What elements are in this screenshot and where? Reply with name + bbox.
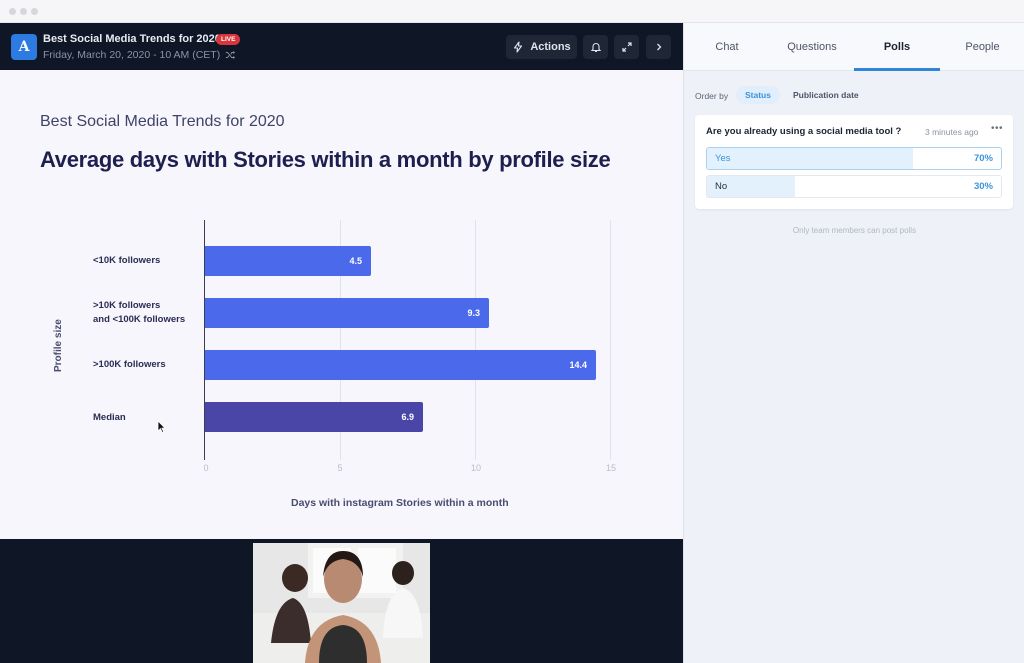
actions-button[interactable]: Actions [506,35,577,59]
poll-option-bar [707,176,796,197]
chevron-right-icon [656,43,661,51]
more-options-icon[interactable]: ••• [991,123,1004,134]
bar-under-10k: 4.5 [205,246,371,276]
collapse-panel-button[interactable] [646,35,671,59]
side-panel-tabs: Chat Questions Polls People [684,23,1024,71]
y-axis-line [204,220,205,460]
side-panel: Chat Questions Polls People Order by Sta… [683,23,1024,663]
poll-card: Are you already using a social media too… [695,115,1013,209]
poll-option-label: Yes [715,153,731,164]
speaker-video[interactable] [253,543,430,663]
live-badge: LIVE [216,34,241,45]
tab-questions[interactable]: Questions [787,41,837,53]
category-label: Median [93,412,126,423]
active-tab-indicator [854,68,940,71]
x-tick: 15 [605,463,617,473]
window-minimize-button[interactable] [20,8,27,15]
bar-10k-100k: 9.3 [205,298,489,328]
poll-question: Are you already using a social media too… [706,126,902,137]
notifications-button[interactable] [583,35,608,59]
bar-over-100k: 14.4 [205,350,596,380]
poll-option-percent: 30% [973,181,993,192]
poll-option-yes[interactable]: Yes 70% [706,147,1002,170]
expand-icon [621,42,632,52]
y-axis-title: Profile size [53,319,64,372]
gridline-5 [340,220,341,460]
mouse-cursor-icon [157,420,166,433]
event-title: Best Social Media Trends for 2020 [43,33,221,45]
poll-option-bar [707,148,913,169]
gridline-10 [475,220,476,460]
video-area [0,539,683,663]
bell-icon [590,43,601,53]
x-axis-title: Days with instagram Stories within a mon… [291,497,509,509]
bolt-icon [514,41,523,53]
event-date: Friday, March 20, 2020 - 10 AM (CET) [43,49,221,61]
gridline-15 [610,220,611,460]
poll-option-label: No [715,181,728,192]
event-header: A Best Social Media Trends for 2020 LIVE… [0,23,683,70]
slide-title: Average days with Stories within a month… [40,147,611,172]
tab-polls[interactable]: Polls [883,41,911,53]
polls-permission-note: Only team members can post polls [792,226,917,235]
x-tick: 5 [337,463,343,473]
presentation-slide: Best Social Media Trends for 2020 Averag… [0,70,683,539]
slide-subtitle: Best Social Media Trends for 2020 [40,113,285,130]
tab-people[interactable]: People [965,41,1000,53]
poll-option-no[interactable]: No 30% [706,175,1002,198]
x-tick: 10 [470,463,482,473]
category-label: <10K followers [93,255,161,266]
bar-chart: Profile size <10K followers >10K followe… [0,70,683,539]
actions-label: Actions [530,41,571,53]
order-by-status[interactable]: Status [736,86,780,104]
order-by-label: Order by [695,91,729,101]
fullscreen-button[interactable] [614,35,639,59]
tab-chat[interactable]: Chat [715,41,739,53]
speaker-video-image [253,543,430,663]
timezone-shuffle-icon[interactable] [225,50,235,60]
poll-option-percent: 70% [973,153,993,164]
window-titlebar [0,0,1024,23]
category-label: >10K followers and <100K followers [93,300,186,325]
order-by-publication-date[interactable]: Publication date [793,90,859,100]
stage-pane: A Best Social Media Trends for 2020 LIVE… [0,23,683,663]
category-label: >100K followers [93,359,166,370]
event-logo: A [11,34,37,60]
window-close-button[interactable] [9,8,16,15]
x-tick: 0 [203,463,209,473]
poll-timestamp: 3 minutes ago [925,127,979,137]
bar-median: 6.9 [205,402,423,432]
window-zoom-button[interactable] [31,8,38,15]
